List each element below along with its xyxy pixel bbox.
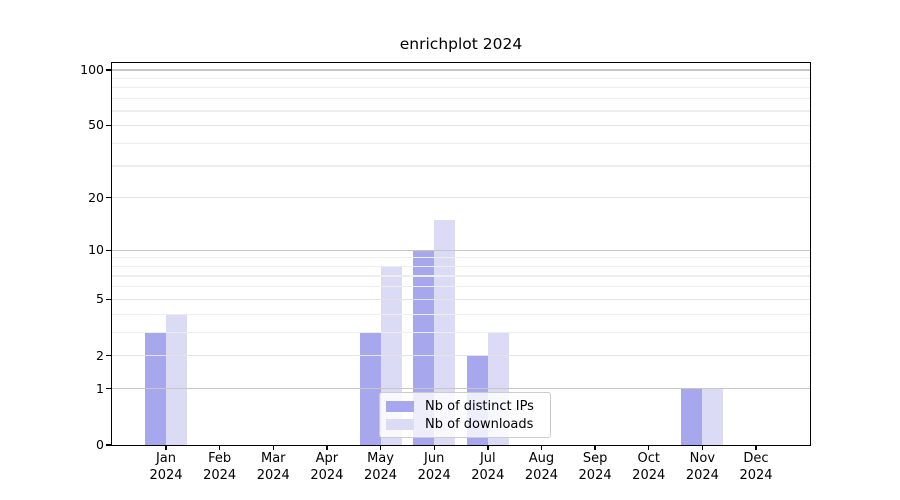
x-tick-apr	[326, 445, 328, 450]
legend-label-distinct-ips: Nb of distinct IPs	[425, 398, 534, 414]
x-tick-label-jul: Jul 2024	[471, 451, 505, 483]
gridline-y-3	[112, 331, 810, 333]
gridline-y-10	[112, 249, 810, 251]
bar-downloads-jan	[166, 314, 187, 445]
gridline-y-6	[112, 286, 810, 288]
x-tick-dec	[755, 445, 757, 450]
y-tick-label-5: 5	[96, 291, 104, 307]
gridline-y-1	[112, 388, 810, 390]
x-tick-sep	[594, 445, 596, 450]
gridline-y-5	[112, 298, 810, 300]
gridline-y-70	[112, 97, 810, 100]
y-tick-1	[106, 388, 111, 390]
x-tick-jun	[433, 445, 435, 450]
y-tick-label-50: 50	[88, 117, 104, 133]
x-tick-label-mar: Mar 2024	[256, 451, 290, 483]
legend-entry-distinct-ips: Nb of distinct IPs	[386, 397, 544, 415]
gridline-y-80	[112, 87, 810, 89]
legend-entry-downloads: Nb of downloads	[386, 415, 544, 433]
legend-label-downloads: Nb of downloads	[425, 416, 534, 432]
x-tick-oct	[648, 445, 650, 450]
gridline-y-90	[112, 77, 810, 79]
y-tick-0	[106, 444, 111, 446]
x-tick-label-oct: Oct 2024	[632, 451, 666, 483]
x-tick-label-aug: Aug 2024	[524, 451, 558, 483]
chart-title: enrichplot 2024	[399, 35, 523, 53]
y-tick-2	[106, 355, 111, 357]
x-tick-nov	[701, 445, 704, 450]
y-tick-label-10: 10	[88, 242, 104, 258]
gridline-y-30	[112, 165, 810, 167]
y-tick-label-1: 1	[96, 380, 104, 396]
y-tick-label-2: 2	[96, 347, 104, 363]
x-tick-label-sep: Sep 2024	[578, 451, 612, 483]
x-tick-label-jan: Jan 2024	[149, 451, 183, 483]
gridline-y-60	[112, 110, 810, 112]
y-tick-10	[106, 249, 111, 251]
x-tick-jan	[165, 445, 167, 450]
gridline-y-2	[112, 355, 810, 357]
x-tick-jul	[487, 445, 489, 450]
x-tick-label-may: May 2024	[363, 451, 398, 483]
y-tick-label-20: 20	[88, 189, 104, 205]
bar-ips-nov	[681, 388, 703, 445]
plot-area	[112, 63, 810, 445]
y-tick-20	[106, 196, 111, 199]
y-tick-50	[106, 124, 111, 127]
legend-swatch-downloads	[386, 418, 414, 430]
gridline-y-20	[112, 196, 810, 199]
x-tick-may	[379, 445, 382, 450]
y-tick-100	[106, 69, 111, 71]
y-tick-5	[106, 298, 111, 301]
gridline-y-7	[112, 275, 810, 277]
y-tick-label-100: 100	[80, 61, 104, 77]
x-tick-label-dec: Dec 2024	[739, 451, 773, 483]
gridline-y-100	[112, 69, 810, 71]
x-tick-feb	[219, 445, 221, 450]
x-tick-label-feb: Feb 2024	[203, 451, 237, 483]
x-tick-label-jun: Jun 2024	[417, 451, 451, 483]
x-tick-aug	[540, 445, 543, 450]
gridline-y-8	[112, 265, 810, 268]
gridline-y-40	[112, 142, 810, 144]
x-tick-mar	[272, 445, 274, 450]
gridline-y-9	[112, 257, 810, 259]
x-tick-label-apr: Apr 2024	[310, 451, 344, 483]
gridline-y-50	[112, 124, 810, 127]
legend-swatch-distinct-ips	[386, 400, 414, 412]
gridline-y-4	[112, 313, 810, 315]
x-tick-label-nov: Nov 2024	[685, 451, 719, 483]
bar-downloads-nov	[702, 388, 724, 445]
legend: Nb of distinct IPs Nb of downloads	[379, 392, 551, 438]
y-tick-label-0: 0	[96, 437, 104, 452]
